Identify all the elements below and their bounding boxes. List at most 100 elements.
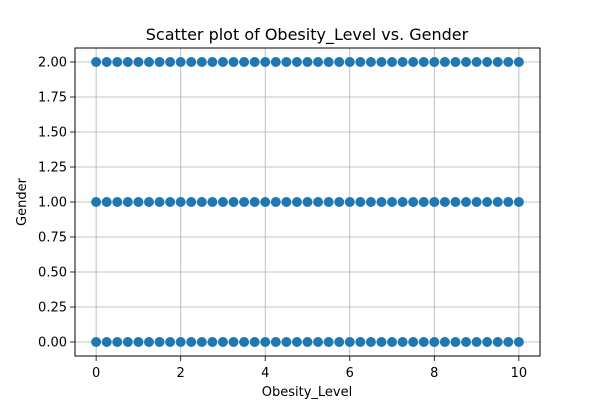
data-point — [418, 337, 429, 347]
y-tick-label: 0.00 — [38, 336, 67, 351]
data-point — [302, 57, 313, 67]
data-point — [154, 57, 165, 67]
data-point — [143, 197, 154, 207]
data-point — [101, 57, 112, 67]
chart-title: Scatter plot of Obesity_Level vs. Gender — [146, 25, 469, 45]
data-point — [482, 337, 493, 347]
data-point — [503, 197, 514, 207]
y-tick-label: 1.50 — [38, 126, 67, 141]
y-tick-label: 1.00 — [38, 196, 67, 211]
data-point — [228, 197, 239, 207]
data-point — [186, 57, 197, 67]
data-point — [344, 337, 355, 347]
x-axis-label: Obesity_Level — [262, 385, 352, 400]
data-point — [323, 57, 334, 67]
data-point — [270, 337, 281, 347]
data-point — [186, 197, 197, 207]
data-point — [112, 337, 123, 347]
data-point — [196, 57, 207, 67]
data-point — [376, 197, 387, 207]
data-point — [355, 57, 366, 67]
data-point — [355, 337, 366, 347]
data-point — [471, 337, 482, 347]
y-tick-label: 2.00 — [38, 56, 67, 71]
data-point — [122, 57, 133, 67]
data-point — [344, 57, 355, 67]
data-point — [239, 197, 250, 207]
data-point — [101, 337, 112, 347]
x-tick-label: 2 — [177, 366, 185, 381]
data-point — [408, 197, 419, 207]
data-point — [503, 337, 514, 347]
x-tick-label: 10 — [511, 366, 528, 381]
data-point — [217, 197, 228, 207]
x-tick-label: 0 — [92, 366, 100, 381]
data-point — [270, 57, 281, 67]
data-point — [492, 337, 503, 347]
data-point — [365, 57, 376, 67]
data-point — [439, 57, 450, 67]
data-point — [122, 197, 133, 207]
y-tick-label: 1.25 — [38, 161, 67, 176]
data-point — [91, 57, 102, 67]
data-point — [281, 57, 292, 67]
data-point — [302, 197, 313, 207]
data-point — [175, 337, 186, 347]
data-point — [154, 337, 165, 347]
data-point — [418, 57, 429, 67]
data-point — [260, 57, 271, 67]
data-point — [165, 57, 176, 67]
data-point — [165, 197, 176, 207]
x-tick-label: 6 — [346, 366, 354, 381]
data-point — [513, 197, 524, 207]
data-point — [365, 197, 376, 207]
data-point — [471, 197, 482, 207]
data-point — [302, 337, 313, 347]
data-point — [239, 337, 250, 347]
data-point — [439, 337, 450, 347]
data-point — [376, 337, 387, 347]
data-point — [418, 197, 429, 207]
data-point — [334, 57, 345, 67]
y-tick-label: 1.75 — [38, 91, 67, 106]
data-point — [133, 57, 144, 67]
data-points — [91, 57, 524, 347]
data-point — [397, 57, 408, 67]
data-point — [461, 57, 472, 67]
data-point — [450, 57, 461, 67]
data-point — [249, 197, 260, 207]
data-point — [450, 197, 461, 207]
data-point — [207, 57, 218, 67]
data-point — [91, 337, 102, 347]
data-point — [91, 197, 102, 207]
data-point — [313, 57, 324, 67]
data-point — [165, 337, 176, 347]
y-axis-label: Gender — [15, 177, 30, 226]
data-point — [408, 337, 419, 347]
data-point — [228, 337, 239, 347]
data-point — [482, 197, 493, 207]
data-point — [429, 57, 440, 67]
data-point — [387, 197, 398, 207]
data-point — [281, 197, 292, 207]
data-point — [217, 337, 228, 347]
data-point — [175, 197, 186, 207]
data-point — [228, 57, 239, 67]
y-tick-label: 0.25 — [38, 301, 67, 316]
data-point — [207, 337, 218, 347]
data-point — [461, 337, 472, 347]
data-point — [387, 57, 398, 67]
data-point — [492, 57, 503, 67]
y-tick-label: 0.50 — [38, 266, 67, 281]
data-point — [133, 197, 144, 207]
x-tick-label: 8 — [430, 366, 438, 381]
data-point — [291, 57, 302, 67]
data-point — [281, 337, 292, 347]
data-point — [461, 197, 472, 207]
data-point — [217, 57, 228, 67]
data-point — [291, 197, 302, 207]
data-point — [186, 337, 197, 347]
data-point — [313, 197, 324, 207]
